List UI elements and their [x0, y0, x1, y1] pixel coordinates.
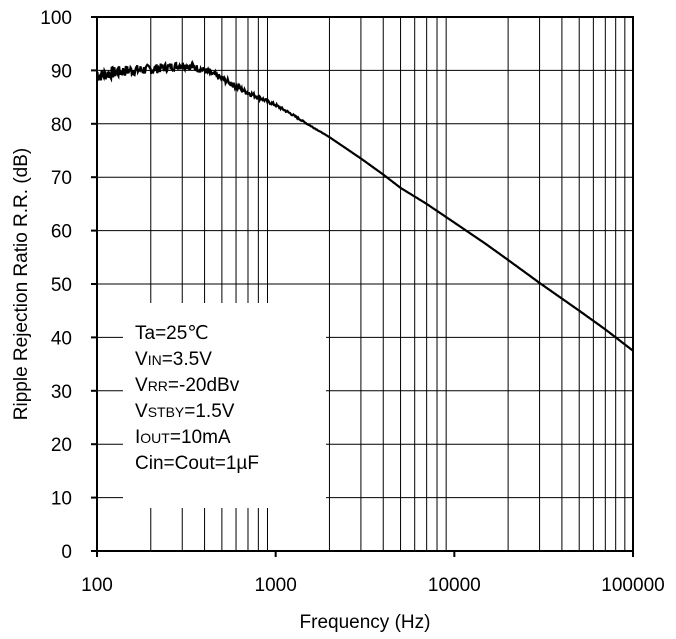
- legend-line: Ta=25℃: [135, 323, 209, 344]
- x-tick-label: 10000: [428, 575, 481, 596]
- x-tick-label: 100000: [601, 575, 664, 596]
- y-tick-label: 80: [51, 115, 72, 136]
- legend-text: Ta=25℃ VIN=3.5V VRR=-20dBv VSTBY=1.5V IOUT=1…: [135, 323, 259, 474]
- y-tick-label: 40: [51, 328, 72, 349]
- x-tick-label: 1000: [255, 575, 297, 596]
- legend-line: VSTBY=1.5V: [135, 401, 235, 422]
- y-tick-label: 90: [51, 61, 72, 82]
- x-axis-ticks: 100 1000 10000 100000: [81, 551, 665, 596]
- y-axis-ticks: 0 10 20 30 40 50 60 70 80 90 100: [40, 8, 97, 563]
- y-axis-title: Ripple Rejection Ratio R.R. (dB): [11, 148, 32, 420]
- y-tick-label: 100: [40, 8, 72, 29]
- legend-box: [123, 303, 326, 508]
- y-tick-label: 60: [51, 222, 72, 243]
- x-axis-title: Frequency (Hz): [300, 612, 431, 633]
- y-tick-label: 20: [51, 435, 72, 456]
- x-tick-label: 100: [81, 575, 113, 596]
- y-tick-label: 10: [51, 489, 72, 510]
- legend-line: VIN=3.5V: [135, 349, 212, 370]
- legend-line: IOUT=10mA: [135, 427, 231, 448]
- legend-line: VRR=-20dBv: [135, 375, 240, 396]
- y-tick-label: 0: [61, 542, 72, 563]
- legend-line: Cin=Cout=1µF: [135, 453, 259, 474]
- y-tick-label: 30: [51, 382, 72, 403]
- y-tick-label: 50: [51, 275, 72, 296]
- series-line: [96, 59, 634, 352]
- y-tick-label: 70: [51, 168, 72, 189]
